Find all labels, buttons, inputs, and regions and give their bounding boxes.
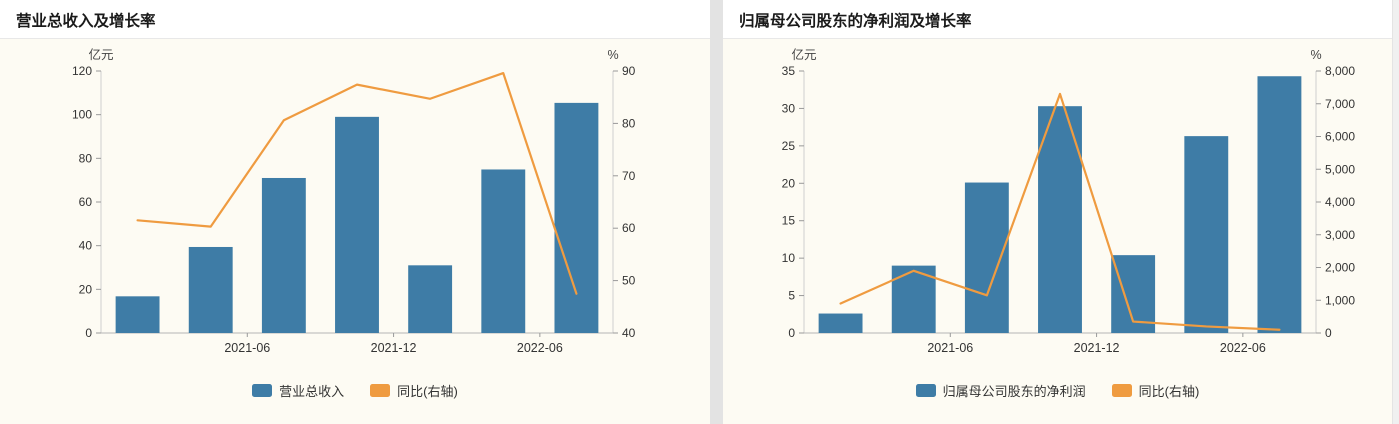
x-axis-tick-label: 2021-12 bbox=[1073, 341, 1119, 355]
line-series-swatch bbox=[1111, 384, 1132, 397]
right-axis-unit: % bbox=[607, 48, 618, 62]
revenue-chart-panel: 营业总收入及增长率 0 20 40 60 80 100 120 40 50 60 70 80 90 亿元%… bbox=[0, 0, 710, 424]
left-axis-tick-label: 40 bbox=[79, 239, 93, 253]
x-axis-tick-label: 2022-06 bbox=[1219, 341, 1265, 355]
left-axis-tick-label: 20 bbox=[781, 176, 795, 190]
legend-item-yoy-line[interactable]: 同比(右轴) bbox=[370, 381, 458, 400]
right-axis-tick-label: 90 bbox=[622, 64, 636, 78]
bar-3 bbox=[335, 116, 379, 333]
left-axis-tick-label: 100 bbox=[72, 108, 92, 122]
left-axis-tick-label: 15 bbox=[781, 214, 795, 228]
left-axis-tick-label: 0 bbox=[85, 326, 92, 340]
left-axis-tick-label: 80 bbox=[79, 151, 93, 165]
right-axis-tick-label: 40 bbox=[622, 326, 636, 340]
revenue-chart-canvas[interactable]: 0 20 40 60 80 100 120 40 50 60 70 80 90 亿元 % 2021-06 202… bbox=[35, 41, 675, 377]
x-axis-tick-label: 2022-06 bbox=[517, 341, 563, 355]
revenue-chart-body: 0 20 40 60 80 100 120 40 50 60 70 80 90 亿元% 2021-06 202… bbox=[0, 39, 710, 424]
left-axis-tick-label: 120 bbox=[72, 64, 92, 78]
legend-label-net-profit: 归属母公司股东的净利润 bbox=[942, 384, 1086, 399]
x-axis-tick-label: 2021-12 bbox=[371, 341, 417, 355]
right-axis-tick-label: 80 bbox=[622, 116, 636, 130]
bar-4 bbox=[408, 265, 453, 333]
right-axis-tick-label: 5,000 bbox=[1325, 162, 1355, 176]
bar-3 bbox=[1037, 106, 1082, 333]
right-axis-tick-label: 3,000 bbox=[1325, 228, 1355, 242]
left-axis-tick-label: 0 bbox=[788, 326, 795, 340]
revenue-chart-title: 营业总收入及增长率 bbox=[0, 0, 710, 39]
left-axis-tick-label: 35 bbox=[781, 64, 795, 78]
legend-label-revenue: 营业总收入 bbox=[279, 384, 345, 399]
left-axis-tick-label: 25 bbox=[781, 139, 795, 153]
bar-0 bbox=[818, 313, 863, 333]
net-profit-chart-canvas[interactable]: 0 5 10 15 20 25 30 35 0 1,000 2,000 3,000 4,000 5,000… bbox=[738, 41, 1378, 377]
net-profit-chart-body: 0 5 10 15 20 25 30 35 0 1,000 2,000 3,000 4,000 5,000… bbox=[723, 39, 1392, 424]
right-axis-tick-label: 6,000 bbox=[1325, 130, 1355, 144]
left-axis-tick-label: 10 bbox=[781, 251, 795, 265]
legend-item-net-profit-bar[interactable]: 归属母公司股东的净利润 bbox=[915, 381, 1086, 400]
right-axis-tick-label: 1,000 bbox=[1325, 293, 1355, 307]
net-profit-chart-legend: 归属母公司股东的净利润 同比(右轴) bbox=[915, 377, 1200, 412]
right-axis-tick-label: 60 bbox=[622, 221, 636, 235]
right-axis-unit: % bbox=[1310, 48, 1321, 62]
bar-5 bbox=[1183, 136, 1228, 333]
bar-5 bbox=[481, 169, 526, 333]
left-axis-unit: 亿元 bbox=[791, 47, 816, 62]
bar-1 bbox=[188, 246, 233, 333]
bar-6 bbox=[554, 102, 599, 333]
bar-2 bbox=[261, 177, 306, 333]
yoy-line-series bbox=[838, 92, 1281, 331]
bar-series-swatch bbox=[915, 384, 936, 397]
x-axis-tick-label: 2021-06 bbox=[927, 341, 973, 355]
line-series-swatch bbox=[370, 384, 391, 397]
right-axis-tick-label: 2,000 bbox=[1325, 261, 1355, 275]
x-axis-tick-label: 2021-06 bbox=[224, 341, 270, 355]
legend-label-yoy: 同比(右轴) bbox=[1138, 384, 1200, 399]
left-axis-unit: 亿元 bbox=[88, 47, 113, 62]
left-axis-tick-label: 60 bbox=[79, 195, 93, 209]
bar-0 bbox=[115, 296, 160, 333]
left-axis-tick-label: 5 bbox=[788, 289, 795, 303]
net-profit-chart-title: 归属母公司股东的净利润及增长率 bbox=[723, 0, 1392, 39]
left-axis-tick-label: 30 bbox=[781, 101, 795, 115]
bar-2 bbox=[964, 182, 1009, 333]
left-axis-tick-label: 20 bbox=[79, 282, 93, 296]
bar-series-swatch bbox=[252, 384, 273, 397]
legend-label-yoy: 同比(右轴) bbox=[397, 384, 458, 399]
right-axis-tick-label: 50 bbox=[622, 274, 636, 288]
panel-divider bbox=[710, 0, 723, 424]
right-axis-tick-label: 7,000 bbox=[1325, 97, 1355, 111]
net-profit-chart-panel: 归属母公司股东的净利润及增长率 0 5 10 15 20 25 30 35 0 1,000 2,00… bbox=[723, 0, 1392, 424]
right-axis-tick-label: 70 bbox=[622, 169, 636, 183]
legend-item-revenue-bar[interactable]: 营业总收入 bbox=[252, 381, 344, 400]
yoy-line-series bbox=[136, 71, 578, 295]
scrollbar-track[interactable] bbox=[1392, 0, 1399, 424]
right-axis-tick-label: 0 bbox=[1325, 326, 1332, 340]
right-axis-tick-label: 8,000 bbox=[1325, 64, 1355, 78]
right-axis-tick-label: 4,000 bbox=[1325, 195, 1355, 209]
bar-6 bbox=[1256, 76, 1301, 334]
revenue-chart-legend: 营业总收入 同比(右轴) bbox=[252, 377, 458, 412]
legend-item-yoy-line[interactable]: 同比(右轴) bbox=[1111, 381, 1200, 400]
